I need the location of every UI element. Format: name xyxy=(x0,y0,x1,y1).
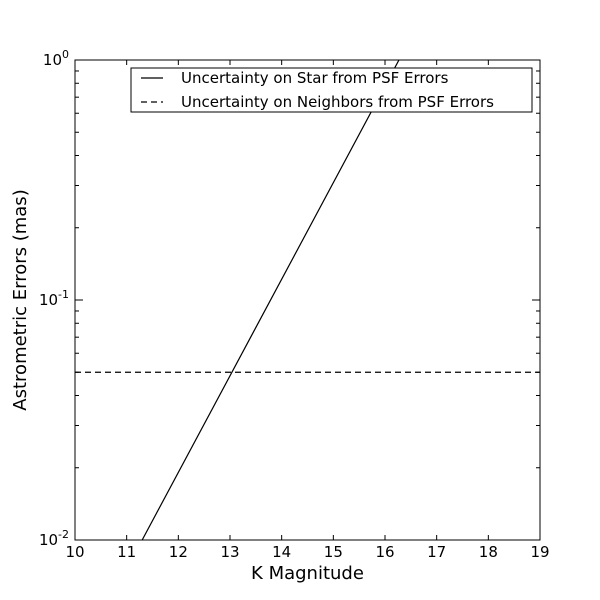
x-tick-label: 12 xyxy=(169,543,188,561)
x-tick-label: 18 xyxy=(479,543,498,561)
series-layer xyxy=(75,60,540,540)
x-tick-label: 15 xyxy=(324,543,343,561)
legend-entry-2: Uncertainty on Neighbors from PSF Errors xyxy=(181,93,494,111)
x-tick-label: 14 xyxy=(272,543,291,561)
plot-background xyxy=(75,60,540,540)
x-axis-label: K Magnitude xyxy=(251,563,364,584)
series-line-1 xyxy=(141,60,400,540)
x-tick-label: 10 xyxy=(65,543,84,561)
x-tick-label: 19 xyxy=(530,543,549,561)
y-tick-label: 100 xyxy=(43,48,69,69)
legend-box xyxy=(130,67,533,113)
y-axis-label: Astrometric Errors (mas) xyxy=(10,189,31,410)
legend: Uncertainty on Star from PSF Errors Uncer… xyxy=(130,67,533,113)
legend-entry-1: Uncertainty on Star from PSF Errors xyxy=(181,69,449,87)
y-tick-label: 10-1 xyxy=(39,288,69,309)
plot-frame xyxy=(74,59,541,541)
y-tick-label: 10-2 xyxy=(39,528,69,549)
tick-labels: 10 11 12 13 14 15 16 17 18 19 10-2 10-1 100 xyxy=(39,48,550,561)
x-tick-label: 11 xyxy=(117,543,136,561)
x-tick-label: 13 xyxy=(220,543,239,561)
x-tick-label: 17 xyxy=(427,543,446,561)
x-tick-label: 16 xyxy=(375,543,394,561)
